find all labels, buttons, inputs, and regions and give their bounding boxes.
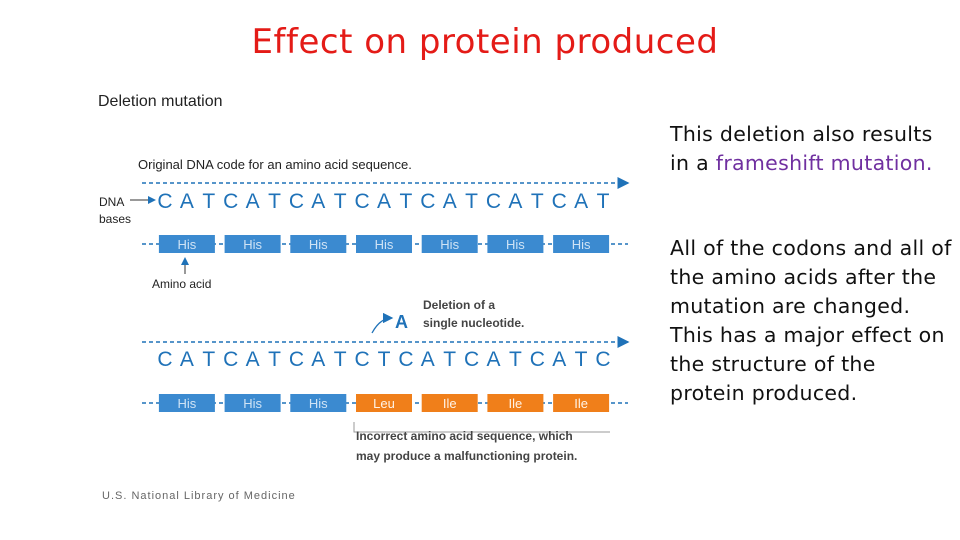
dna-label: DNA <box>99 195 124 209</box>
amino-acid-box <box>421 235 478 253</box>
amino-acid-label: Leu <box>373 396 395 411</box>
deletion-mutation-diagram: Deletion mutation Original DNA code for … <box>98 93 630 502</box>
dna-base: C <box>530 348 545 371</box>
dna-base: T <box>378 348 391 371</box>
dna-base: T <box>334 348 347 371</box>
amino-acid-label: His <box>375 237 394 252</box>
dna-base: C <box>552 190 567 213</box>
dna-base: C <box>223 190 238 213</box>
dna-base: A <box>421 348 435 371</box>
mutated-amino-acids: His His His Leu Ile Ile Ile <box>158 394 610 412</box>
dna-base: A <box>443 190 457 213</box>
dna-base: C <box>289 348 304 371</box>
dna-base: A <box>311 348 325 371</box>
dna-base: T <box>268 348 281 371</box>
amino-acid-box <box>487 235 544 253</box>
incorrect-caption-line1: Incorrect amino acid sequence, which <box>356 429 573 443</box>
deletion-caption-line1: Deletion of a <box>423 298 495 312</box>
deletion-arrow <box>371 312 394 334</box>
dna-base: C <box>420 190 435 213</box>
dna-base: A <box>246 190 260 213</box>
dna-base: C <box>157 190 172 213</box>
dna-base: A <box>311 190 325 213</box>
amino-acid-box <box>356 394 412 412</box>
dna-base: A <box>552 348 566 371</box>
amino-acid-box <box>421 394 478 412</box>
dna-base: T <box>334 190 347 213</box>
dna-base: T <box>443 348 456 371</box>
dna-base: A <box>377 190 391 213</box>
amino-acid-label: Ile <box>443 396 457 411</box>
amino-acid-box <box>158 235 215 253</box>
dna-base: C <box>289 190 304 213</box>
frameshift-text: This deletion also results in a <box>670 122 933 175</box>
dna-base: A <box>486 348 500 371</box>
dna-base: A <box>574 190 588 213</box>
dna-base: A <box>508 190 522 213</box>
dna-base: T <box>399 190 412 213</box>
amino-acid-label: His <box>309 396 328 411</box>
dna-base: T <box>575 348 588 371</box>
amino-acid-label: His <box>243 396 262 411</box>
amino-acid-label: Amino acid <box>152 277 211 291</box>
original-caption: Original DNA code for an amino acid sequ… <box>138 157 412 172</box>
dna-base: C <box>223 348 238 371</box>
original-amino-acids: His His His His His His His <box>158 235 610 253</box>
dna-base: A <box>246 348 260 371</box>
bases-label: bases <box>99 212 131 226</box>
amino-acid-box <box>290 394 347 412</box>
incorrect-caption-line2: may produce a malfunctioning protein. <box>356 449 577 463</box>
amino-acid-label: His <box>178 396 197 411</box>
amino-acid-label: His <box>243 237 262 252</box>
amino-acid-box <box>553 394 610 412</box>
dna-base: T <box>465 190 478 213</box>
dna-base: C <box>157 348 172 371</box>
deleted-base: A <box>395 312 408 332</box>
diagram-heading: Deletion mutation <box>98 93 223 110</box>
amino-acid-label: His <box>572 237 591 252</box>
amino-acid-label: Ile <box>509 396 523 411</box>
amino-acid-box <box>290 235 347 253</box>
dna-base: T <box>268 190 281 213</box>
dna-base: C <box>355 348 370 371</box>
slide-title: Effect on protein produced <box>251 22 719 62</box>
dna-base: C <box>355 190 370 213</box>
amino-acid-label: His <box>309 237 328 252</box>
amino-acid-box <box>158 394 215 412</box>
amino-acid-label: His <box>440 237 459 252</box>
dna-base: C <box>464 348 479 371</box>
deletion-caption-line2: single nucleotide. <box>423 316 524 330</box>
dna-base: T <box>531 190 544 213</box>
dna-base: T <box>597 190 610 213</box>
amino-acid-label: Ile <box>574 396 588 411</box>
dna-base: T <box>202 348 215 371</box>
frameshift-highlight: frameshift mutation. <box>715 151 933 175</box>
incorrect-bracket <box>353 422 610 433</box>
frameshift-paragraph: This deletion also results in a frameshi… <box>670 120 955 178</box>
amino-acid-box <box>356 235 412 253</box>
image-credit: U.S. National Library of Medicine <box>102 490 296 502</box>
dna-base: A <box>180 190 194 213</box>
amino-acid-label: His <box>506 237 525 252</box>
effect-paragraph: All of the codons and all of the amino a… <box>670 236 952 405</box>
dna-base: C <box>398 348 413 371</box>
dna-base: A <box>180 348 194 371</box>
amino-acid-box <box>487 394 544 412</box>
amino-acid-box <box>224 394 281 412</box>
dna-base: T <box>202 190 215 213</box>
amino-acid-box <box>553 235 610 253</box>
amino-acid-box <box>224 235 281 253</box>
dna-base: T <box>509 348 522 371</box>
amino-acid-label: His <box>178 237 197 252</box>
dna-base: C <box>486 190 501 213</box>
dna-base: C <box>595 348 610 371</box>
